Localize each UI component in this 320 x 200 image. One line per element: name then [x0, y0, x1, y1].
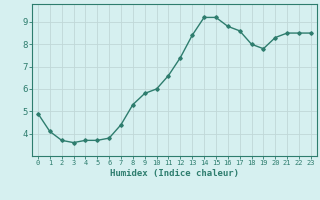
X-axis label: Humidex (Indice chaleur): Humidex (Indice chaleur) — [110, 169, 239, 178]
